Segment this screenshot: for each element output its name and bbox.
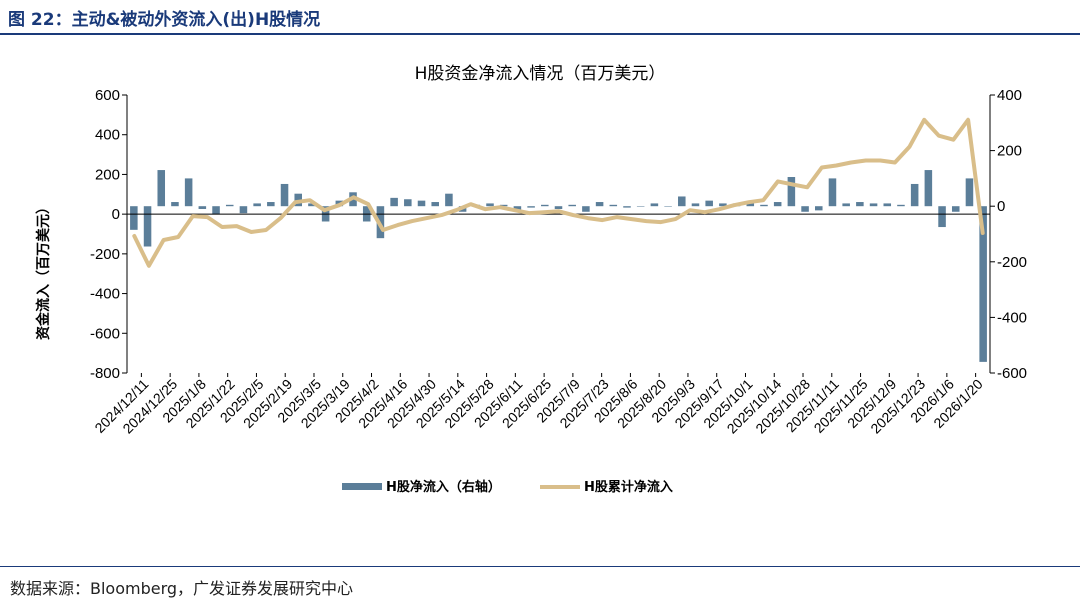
bar (869, 203, 878, 207)
line-series (132, 117, 985, 268)
bar (404, 199, 412, 207)
bar (527, 206, 535, 208)
bar (253, 203, 261, 207)
bar (910, 183, 919, 207)
left-tick-label: -600 (90, 325, 120, 342)
left-tick-label: 400 (95, 127, 120, 144)
bar (417, 200, 426, 207)
bar (582, 206, 590, 212)
axes: 600 400 200 0 -200 -400 -600 -800 400 200 0 -200 -40… (90, 87, 1027, 437)
left-tick-label: -800 (90, 365, 120, 382)
chart-title: H股资金净流入情况（百万美元） (415, 64, 666, 84)
bar (828, 178, 837, 207)
bar (499, 204, 508, 207)
bar (184, 178, 193, 207)
bar (719, 203, 727, 207)
bar (691, 203, 700, 207)
bar (280, 183, 289, 207)
bar-series (130, 170, 987, 362)
bar (787, 177, 796, 207)
bar (568, 204, 576, 207)
bar (445, 193, 453, 207)
legend: H股净流入（右轴） H股累计净流入 (342, 479, 673, 495)
bar (239, 206, 248, 214)
bar (924, 170, 933, 207)
bar (636, 206, 645, 207)
right-tick-label: -400 (997, 309, 1027, 326)
bar (773, 202, 782, 207)
header-rule (0, 33, 1080, 35)
left-tick-label: 0 (112, 206, 120, 223)
right-tick-label: 400 (997, 87, 1022, 104)
bar (746, 202, 755, 207)
bar (842, 203, 850, 207)
bar (678, 196, 686, 207)
bar (225, 204, 234, 207)
bar (390, 197, 398, 207)
left-tick-label: 600 (95, 87, 120, 104)
bar (760, 204, 768, 207)
legend-line-label: H股累计净流入 (584, 479, 673, 495)
bar (815, 206, 823, 211)
left-tick-label: -200 (90, 246, 120, 263)
cumulative-line (132, 117, 985, 268)
bar (650, 203, 659, 207)
right-tick-label: 0 (997, 198, 1005, 215)
bar (130, 206, 138, 230)
chart: H股资金净流入情况（百万美元） 资金流入（百万美元） 600 400 200 0 -20… (35, 64, 1027, 495)
bar (198, 206, 207, 209)
bar (965, 178, 974, 207)
bar (212, 206, 220, 215)
bar (308, 203, 316, 207)
bar (897, 204, 905, 207)
bar (143, 206, 152, 247)
bar (267, 202, 275, 207)
bar (664, 206, 672, 207)
figure-header: 图 22：主动&被动外资流入(出)H股情况 (0, 0, 1080, 34)
y-axis-label: 资金流入（百万美元） (35, 200, 52, 340)
bar (856, 202, 864, 207)
bar (171, 202, 179, 207)
bar (623, 206, 631, 208)
right-tick-label: -600 (997, 365, 1027, 382)
figure-title: 图 22：主动&被动外资流入(出)H股情况 (8, 10, 321, 30)
left-tick-label: -400 (90, 286, 120, 303)
source-note: 数据来源：Bloomberg，广发证券发展研究中心 (10, 579, 354, 598)
bar (541, 204, 549, 207)
bar (883, 203, 892, 207)
bar (705, 200, 713, 207)
bar (554, 206, 563, 209)
bar (979, 206, 987, 362)
bar (157, 170, 166, 207)
right-tick-label: 200 (997, 143, 1022, 160)
legend-bar-label: H股净流入（右轴） (386, 479, 501, 495)
bar (801, 206, 809, 212)
right-tick-label: -200 (997, 254, 1027, 271)
bar (431, 202, 439, 207)
left-tick-label: 200 (95, 166, 120, 183)
bar (595, 202, 604, 207)
legend-bar-swatch (342, 483, 382, 490)
bar (609, 204, 618, 207)
bar (938, 206, 946, 228)
bar (951, 206, 960, 212)
footer-rule (0, 566, 1080, 567)
bar (486, 203, 494, 207)
